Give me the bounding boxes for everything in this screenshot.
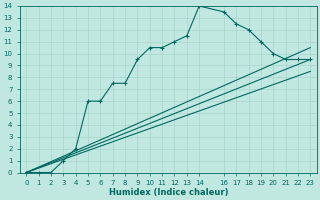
X-axis label: Humidex (Indice chaleur): Humidex (Indice chaleur) — [108, 188, 228, 197]
